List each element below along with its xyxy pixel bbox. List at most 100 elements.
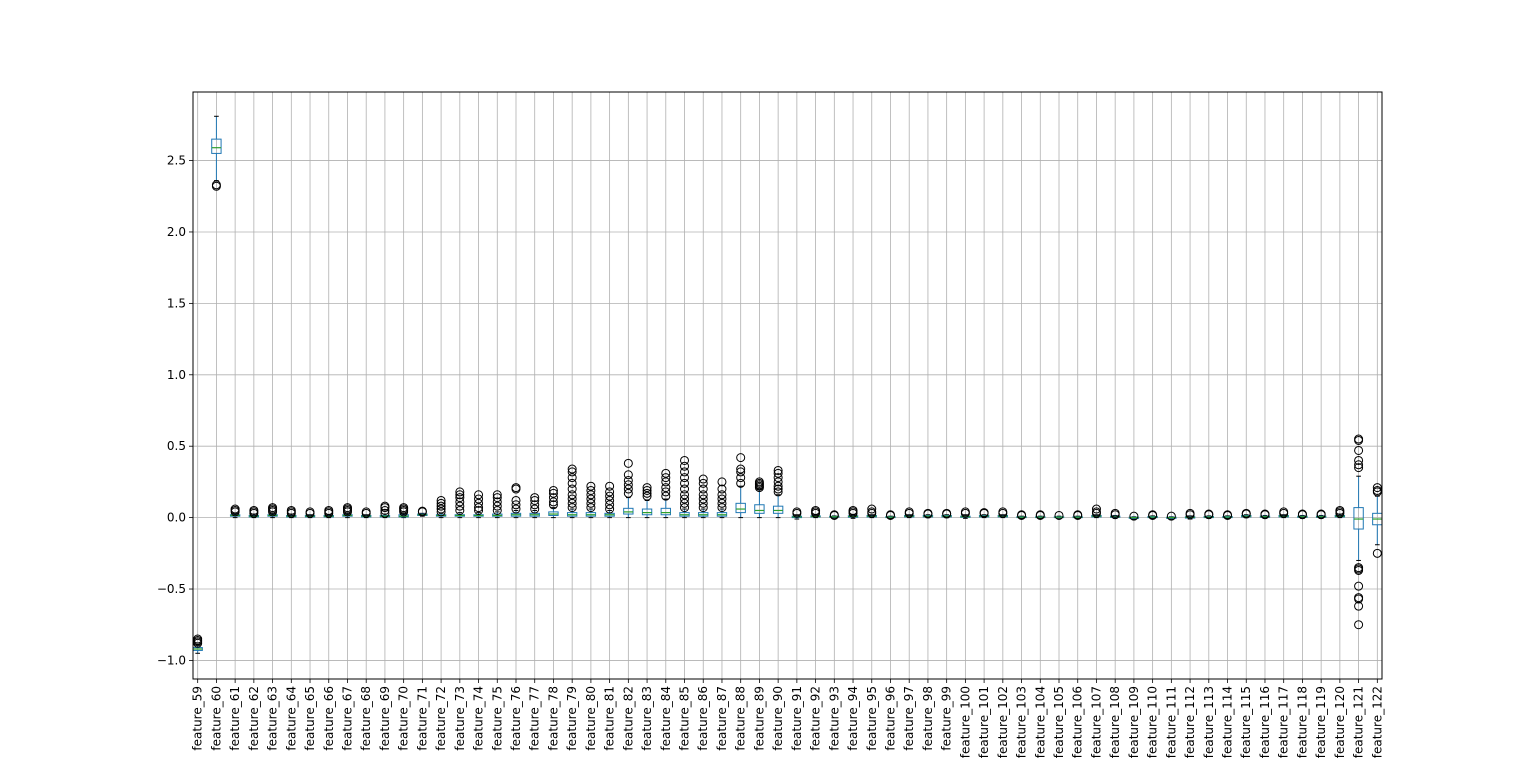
box-feature_88: [735, 453, 746, 519]
x-tick-label: feature_105: [1052, 686, 1066, 758]
x-tick-label: feature_110: [1146, 686, 1160, 758]
flier-point: [1185, 508, 1195, 518]
flier-point: [867, 507, 877, 517]
flier-point: [1241, 508, 1251, 518]
flier-point: [923, 508, 933, 518]
flier-point: [1017, 510, 1027, 520]
flier-point: [474, 503, 484, 513]
flier-point: [567, 478, 577, 488]
flier-point: [530, 500, 540, 510]
flier-point: [530, 495, 540, 505]
flier-point: [717, 498, 727, 508]
y-tick-label: 0.5: [167, 439, 186, 453]
flier-point: [305, 507, 315, 517]
x-tick-label: feature_118: [1295, 686, 1309, 758]
box-feature_92: [810, 505, 821, 519]
box-feature_63: [267, 503, 278, 519]
flier-point: [1091, 507, 1101, 517]
flier-point: [773, 473, 783, 483]
flier-point: [586, 490, 596, 500]
flier-point: [1204, 509, 1214, 519]
flier-point: [661, 473, 671, 483]
flier-point: [1091, 504, 1101, 514]
box-feature_103: [1016, 510, 1027, 520]
box-feature_105: [1053, 510, 1065, 520]
box-feature_60: [211, 115, 222, 191]
flier-point: [792, 507, 802, 517]
flier-point: [717, 503, 727, 513]
box-feature_94: [847, 505, 859, 519]
x-tick-label: feature_99: [940, 686, 954, 751]
flier-point: [492, 497, 502, 507]
box-feature_70: [398, 503, 409, 519]
y-tick-label: 0.0: [167, 511, 186, 525]
flier-point: [773, 481, 783, 491]
flier-point: [829, 510, 839, 520]
x-tick-label: feature_107: [1089, 686, 1103, 758]
x-tick-label: feature_92: [809, 686, 823, 751]
box-feature_108: [1109, 508, 1121, 520]
flier-point: [511, 483, 521, 493]
flier-point: [492, 490, 502, 500]
x-tick-label: feature_81: [603, 686, 617, 751]
x-tick-label: feature_70: [397, 686, 411, 751]
flier-point: [661, 477, 671, 487]
flier-point: [567, 464, 577, 474]
x-tick-label: feature_84: [659, 686, 673, 751]
x-tick-label: feature_88: [734, 686, 748, 751]
flier-point: [455, 505, 465, 515]
box-feature_90: [772, 465, 784, 519]
box-feature_74: [473, 490, 484, 519]
x-tick-label: feature_102: [996, 686, 1010, 758]
flier-point: [680, 490, 690, 500]
flier-point: [455, 497, 465, 507]
flier-point: [436, 507, 446, 517]
x-tick-label: feature_68: [359, 686, 373, 751]
flier-point: [942, 508, 952, 518]
x-tick-label: feature_75: [490, 686, 504, 751]
x-tick-label: feature_96: [883, 686, 897, 751]
x-tick-label: feature_62: [247, 686, 261, 751]
x-tick-label: feature_83: [640, 686, 654, 751]
flier-point: [586, 498, 596, 508]
box-iqr: [772, 505, 784, 514]
x-tick-label: feature_93: [827, 686, 841, 751]
flier-point: [698, 503, 708, 513]
flier-point: [286, 505, 296, 515]
flier-point: [717, 477, 727, 487]
box-feature_73: [454, 487, 466, 519]
flier-point: [567, 498, 577, 508]
flier-point: [717, 490, 727, 500]
box-feature_113: [1203, 509, 1214, 520]
box-feature_67: [342, 503, 353, 519]
box-feature_117: [1278, 507, 1289, 519]
y-tick-label: 1.5: [167, 296, 186, 310]
x-tick-label: feature_80: [584, 686, 598, 751]
flier-point: [811, 505, 821, 515]
flier-point: [1354, 581, 1364, 591]
x-tick-label: feature_77: [528, 686, 542, 751]
box-feature_85: [679, 455, 690, 519]
flier-point: [698, 474, 708, 484]
flier-point: [605, 487, 615, 497]
plot-area: [193, 115, 1382, 654]
x-tick-label: feature_94: [846, 686, 860, 751]
x-tick-label: feature_59: [191, 686, 205, 751]
flier-point: [680, 503, 690, 513]
flier-point: [1316, 509, 1326, 519]
flier-point: [1297, 509, 1307, 519]
flier-point: [548, 488, 558, 498]
x-tick-label: feature_104: [1033, 686, 1047, 758]
flier-point: [455, 487, 465, 497]
box-feature_121: [1353, 434, 1364, 630]
flier-point: [960, 507, 970, 517]
flier-point: [623, 458, 633, 468]
box-feature_86: [698, 474, 709, 519]
flier-point: [380, 505, 390, 515]
box-iqr: [211, 138, 222, 154]
flier-point: [680, 484, 690, 494]
x-tick-label: feature_117: [1277, 686, 1291, 758]
flier-point: [698, 484, 708, 494]
flier-point: [1073, 510, 1083, 520]
flier-point: [773, 477, 783, 487]
